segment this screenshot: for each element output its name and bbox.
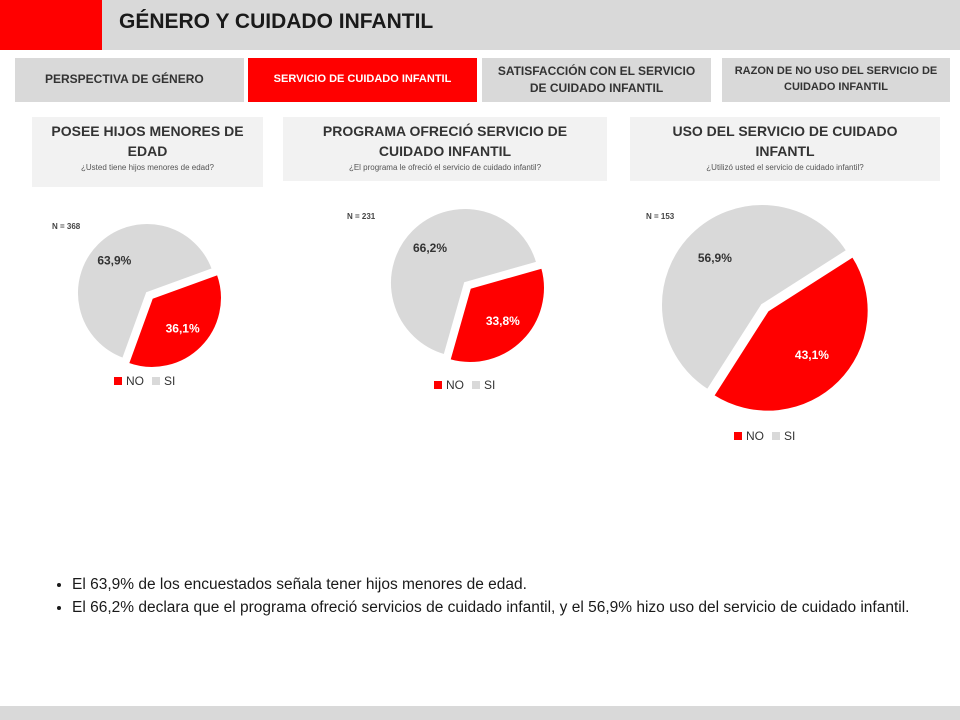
tab-perspectiva-de-genero[interactable]: PERSPECTIVA DE GÉNERO xyxy=(15,58,244,102)
chart-3-slice-si xyxy=(660,203,849,392)
tab-razon-de-no-uso[interactable]: RAZON DE NO USO DEL SERVICIO DE CUIDADO … xyxy=(722,58,950,102)
notes-list: El 63,9% de los encuestados señala tener… xyxy=(48,574,952,620)
chart-3-slice-no xyxy=(711,254,870,413)
header-bar xyxy=(0,0,960,50)
legend-si-swatch xyxy=(152,377,160,385)
chart-1-n-label: N = 368 xyxy=(52,222,81,231)
chart-3-subtitle: ¿Utilizó usted el servicio de cuidado in… xyxy=(706,163,864,172)
chart-3-n-label: N = 153 xyxy=(646,212,675,221)
legend-no-swatch xyxy=(114,377,122,385)
legend-no-swatch xyxy=(434,381,442,389)
legend-si-swatch xyxy=(472,381,480,389)
chart-2-label-no: 33,8% xyxy=(486,314,520,328)
legend-si-label: SI xyxy=(784,429,796,443)
chart-2-subtitle: ¿El programa le ofreció el servicio de c… xyxy=(348,163,542,172)
chart-3-legend: NO SI xyxy=(734,429,803,443)
chart-3-label-si: 56,9% xyxy=(698,251,732,265)
chart-2-legend: NO SI xyxy=(434,378,503,392)
chart-2-slice-no xyxy=(448,266,546,364)
chart-2-title: PROGRAMA OFRECIÓ SERVICIO DE CUIDADO INF… xyxy=(322,123,568,159)
chart-2-header: PROGRAMA OFRECIÓ SERVICIO DE CUIDADO INF… xyxy=(283,117,607,181)
chart-1-subtitle: ¿Usted tiene hijos menores de edad? xyxy=(81,163,214,172)
chart-3-title: USO DEL SERVICIO DE CUIDADO INFANTL xyxy=(672,123,898,159)
page-title: GÉNERO Y CUIDADO INFANTIL xyxy=(119,10,434,33)
tab-satisfaccion-con-el-servicio[interactable]: SATISFACCIÓN CON EL SERVICIO DE CUIDADO … xyxy=(482,58,711,102)
note-item: El 63,9% de los encuestados señala tener… xyxy=(72,574,952,596)
chart-1-title: POSEE HIJOS MENORES DE EDAD xyxy=(51,123,244,159)
legend-no-label: NO xyxy=(126,374,144,388)
chart-1-label-si: 63,9% xyxy=(97,253,131,267)
legend-si-label: SI xyxy=(164,374,176,388)
legend-si-label: SI xyxy=(484,378,496,392)
chart-1-header: POSEE HIJOS MENORES DE EDAD ¿Usted tiene… xyxy=(32,117,263,187)
legend-no-swatch xyxy=(734,432,742,440)
chart-2-slice-si xyxy=(389,207,539,357)
legend-si-swatch xyxy=(772,432,780,440)
chart-1-slice-no xyxy=(126,272,223,369)
note-item: El 66,2% declara que el programa ofreció… xyxy=(72,597,952,619)
footer-bar xyxy=(0,706,960,720)
chart-3-header: USO DEL SERVICIO DE CUIDADO INFANTL ¿Uti… xyxy=(630,117,940,181)
header-accent xyxy=(0,0,102,50)
chart-3-label-no: 43,1% xyxy=(795,348,829,362)
chart-2-n-label: N = 231 xyxy=(347,212,376,221)
chart-1-legend: NO SI xyxy=(114,374,183,388)
chart-1-slice-si xyxy=(76,222,215,361)
chart-2-label-si: 66,2% xyxy=(413,241,447,255)
legend-no-label: NO xyxy=(446,378,464,392)
tab-servicio-de-cuidado-infantil[interactable]: SERVICIO DE CUIDADO INFANTIL xyxy=(248,58,477,102)
legend-no-label: NO xyxy=(746,429,764,443)
chart-1-label-no: 36,1% xyxy=(166,322,200,336)
